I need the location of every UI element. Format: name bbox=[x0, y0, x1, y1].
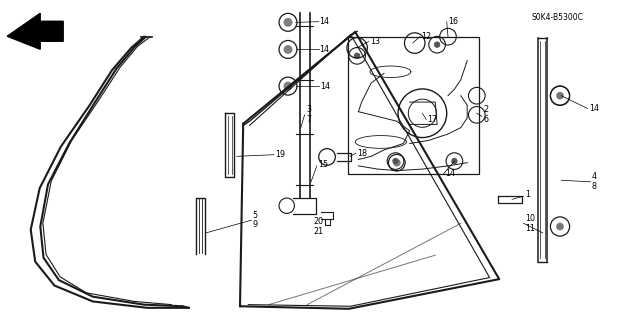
Text: 14: 14 bbox=[589, 104, 599, 113]
Text: 14: 14 bbox=[319, 45, 329, 54]
Text: 14: 14 bbox=[445, 169, 455, 178]
Text: 16: 16 bbox=[448, 17, 458, 26]
Circle shape bbox=[284, 45, 292, 54]
Circle shape bbox=[284, 18, 292, 27]
Text: 20
21: 20 21 bbox=[314, 217, 324, 236]
Text: 14: 14 bbox=[319, 17, 329, 26]
Text: 12: 12 bbox=[421, 32, 431, 41]
Text: S0K4-B5300C: S0K4-B5300C bbox=[531, 13, 583, 22]
Text: FR.: FR. bbox=[44, 26, 61, 36]
Text: 19: 19 bbox=[275, 150, 285, 159]
Circle shape bbox=[354, 53, 360, 59]
Text: 3
7: 3 7 bbox=[306, 106, 311, 124]
Circle shape bbox=[451, 158, 458, 164]
Text: 1: 1 bbox=[525, 190, 530, 199]
Circle shape bbox=[393, 159, 401, 167]
Text: 2
6: 2 6 bbox=[483, 106, 488, 124]
Text: 14: 14 bbox=[320, 82, 330, 91]
Text: 4
8: 4 8 bbox=[592, 173, 597, 191]
Circle shape bbox=[392, 158, 399, 164]
Text: 10
11: 10 11 bbox=[525, 214, 535, 233]
Circle shape bbox=[556, 223, 564, 230]
Text: 17: 17 bbox=[428, 115, 438, 124]
Text: 5
9: 5 9 bbox=[253, 211, 258, 229]
Text: 18: 18 bbox=[357, 149, 367, 158]
Text: 15: 15 bbox=[318, 160, 328, 169]
Circle shape bbox=[284, 82, 292, 91]
Text: 13: 13 bbox=[370, 37, 380, 46]
Circle shape bbox=[556, 92, 564, 100]
Circle shape bbox=[434, 41, 440, 48]
Polygon shape bbox=[7, 13, 63, 49]
